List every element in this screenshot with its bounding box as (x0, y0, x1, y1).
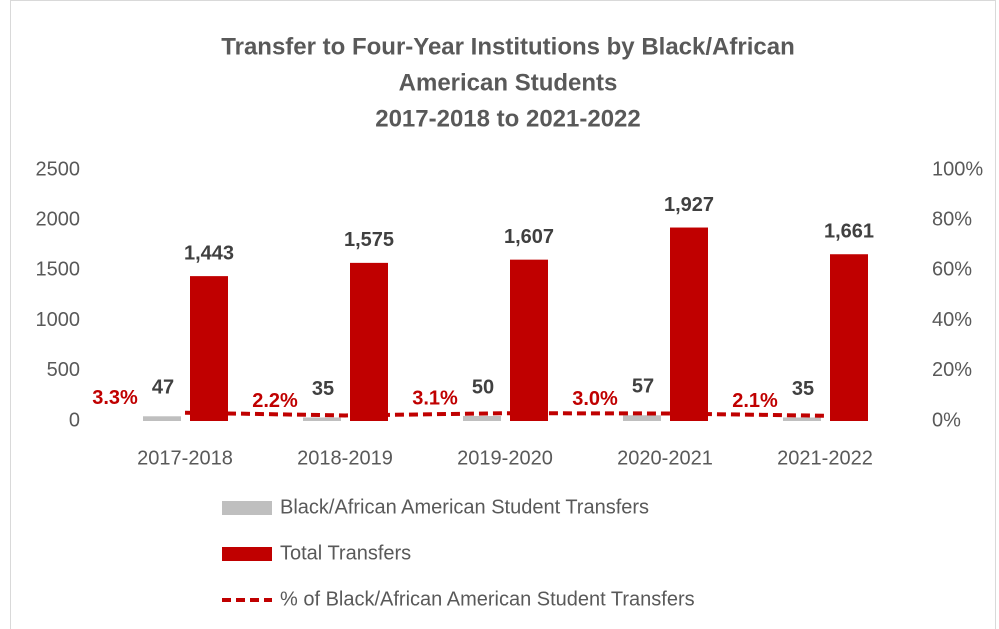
y-tick-label: 1500 (36, 259, 81, 281)
data-label: 3.1% (412, 388, 458, 410)
legend-label: Black/African American Student Transfers (280, 496, 649, 518)
data-label: 2.1% (732, 390, 778, 412)
bar (143, 416, 181, 421)
chart-title: American Students (399, 69, 618, 96)
data-label: 1,661 (824, 221, 874, 243)
y2-tick-label: 20% (932, 359, 972, 381)
bar (670, 227, 708, 421)
bar (190, 276, 228, 421)
bar (830, 254, 868, 421)
chart-title: 2017-2018 to 2021-2022 (375, 105, 641, 132)
data-label: 1,927 (664, 194, 714, 216)
data-label: 1,607 (504, 226, 554, 248)
x-tick-label: 2020-2021 (617, 447, 713, 469)
data-label: 35 (312, 378, 334, 400)
bar (303, 417, 341, 421)
data-label: 1,443 (184, 242, 234, 264)
x-tick-label: 2019-2020 (457, 447, 553, 469)
y2-tick-label: 100% (932, 158, 983, 180)
x-tick-label: 2017-2018 (137, 447, 233, 469)
legend-swatch (222, 547, 272, 561)
data-label: 35 (792, 378, 814, 400)
data-label: 57 (632, 376, 654, 398)
y2-tick-label: 40% (932, 309, 972, 331)
y2-tick-label: 80% (932, 208, 972, 230)
data-label: 50 (472, 376, 494, 398)
bar (350, 262, 388, 421)
data-label: 2.2% (252, 390, 298, 412)
y-tick-label: 0 (69, 409, 80, 431)
bar (510, 259, 548, 421)
data-label: 3.0% (572, 388, 618, 410)
y2-tick-label: 0% (932, 409, 961, 431)
line (184, 410, 826, 418)
y-tick-label: 1000 (36, 309, 81, 331)
data-label: 3.3% (92, 387, 138, 409)
bar (623, 415, 661, 421)
legend-label: Total Transfers (280, 542, 411, 564)
chart-title: Transfer to Four-Year Institutions by Bl… (221, 33, 794, 60)
x-tick-label: 2018-2019 (297, 447, 393, 469)
data-label: 1,575 (344, 229, 394, 251)
legend-label: % of Black/African American Student Tran… (280, 588, 695, 610)
bar (783, 417, 821, 421)
y-tick-label: 2500 (36, 158, 81, 180)
legend-swatch (222, 501, 272, 515)
data-label: 47 (152, 377, 174, 399)
y-tick-label: 500 (47, 359, 80, 381)
y2-tick-label: 60% (932, 259, 972, 281)
y-tick-label: 2000 (36, 208, 81, 230)
bar (463, 415, 501, 421)
x-tick-label: 2021-2022 (777, 447, 873, 469)
